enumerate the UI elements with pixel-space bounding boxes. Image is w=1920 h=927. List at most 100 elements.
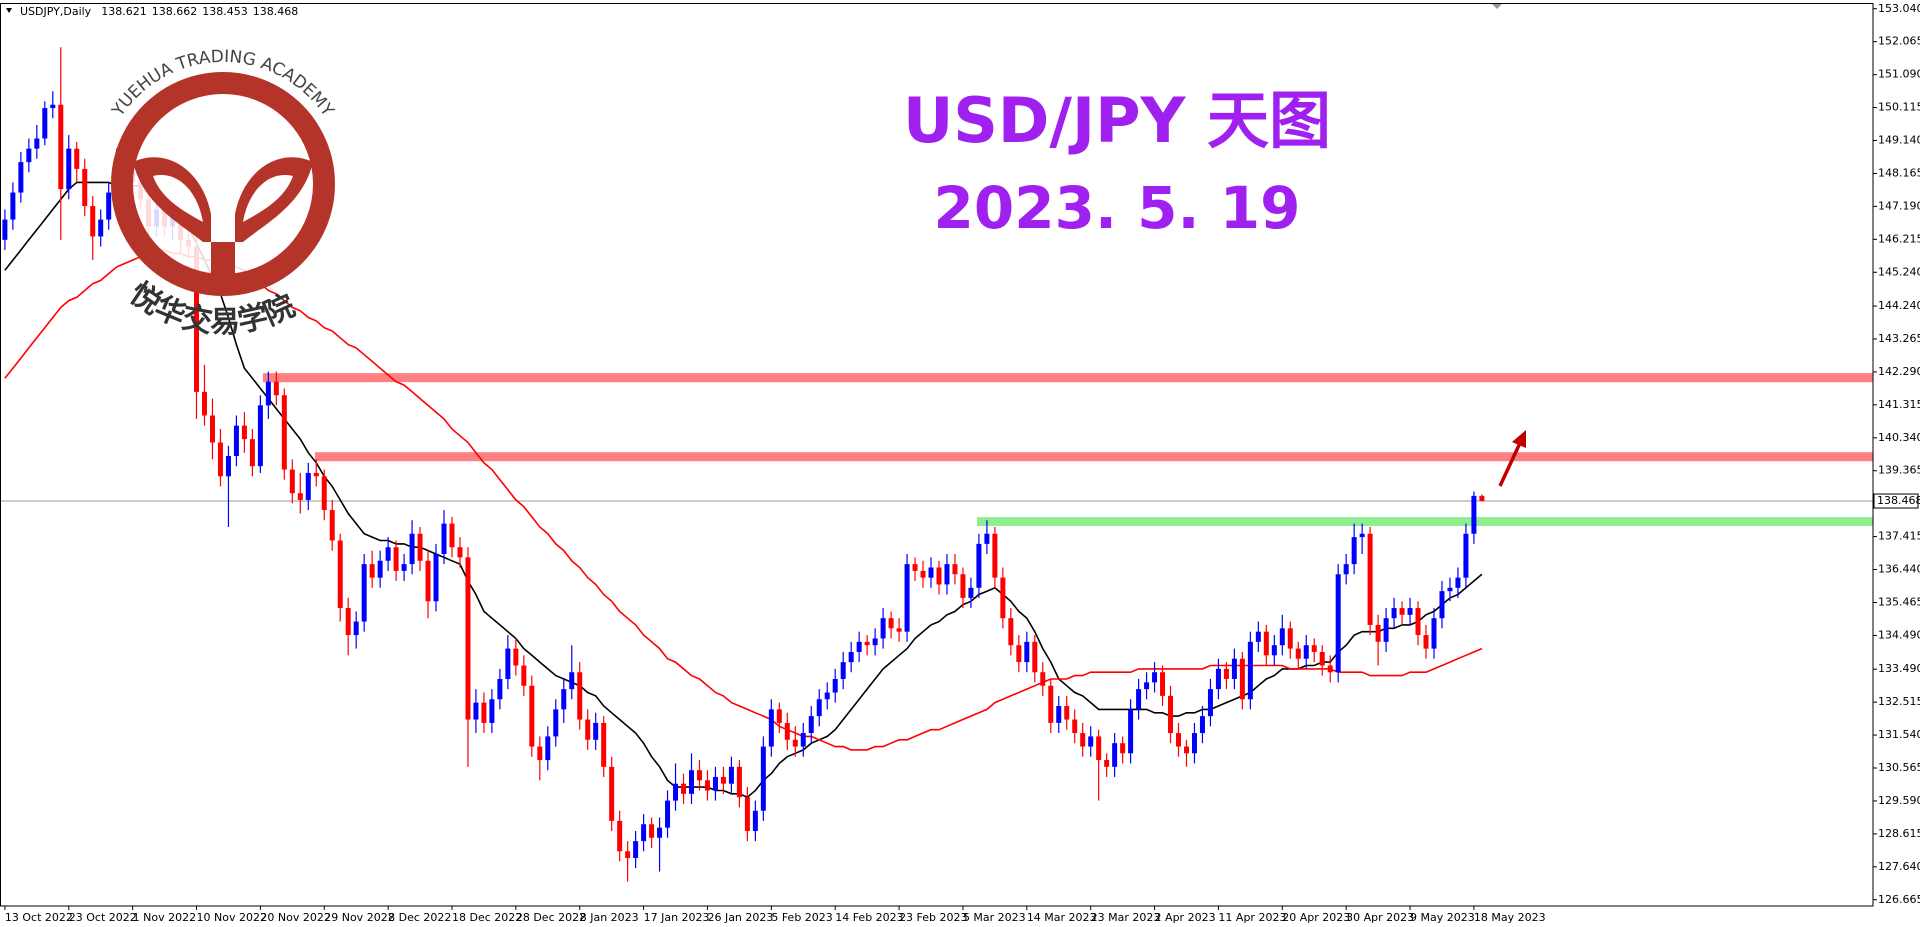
candle-body: [601, 722, 607, 767]
candle-body: [688, 770, 694, 794]
candle-body: [896, 628, 902, 632]
candle-body: [864, 641, 870, 646]
candle-body: [497, 678, 503, 700]
candle-body: [1183, 746, 1189, 754]
candle-body: [984, 533, 990, 544]
y-tick-label: 133.490: [1878, 662, 1920, 675]
candle-body: [1120, 743, 1126, 754]
candle-body: [1247, 641, 1253, 700]
y-tick-label: 135.465: [1878, 595, 1920, 608]
candle-body: [561, 689, 567, 710]
candle-body: [241, 425, 247, 440]
y-tick-label: 126.665: [1878, 893, 1920, 906]
candle-body: [281, 395, 287, 470]
candle-body: [1152, 672, 1158, 683]
candle-body: [960, 574, 966, 598]
y-tick-label: 153.040: [1878, 2, 1920, 15]
y-tick-label: 149.140: [1878, 134, 1920, 147]
y-tick-label: 137.415: [1878, 530, 1920, 543]
candle-body: [1056, 706, 1062, 723]
candle-body: [872, 638, 878, 646]
candle-body: [577, 672, 583, 720]
candle-body: [1311, 645, 1317, 652]
candle-body: [545, 736, 551, 761]
candle-body: [1207, 689, 1213, 717]
candle-body: [1080, 733, 1086, 747]
candle-body: [58, 104, 64, 190]
candle-body: [1104, 760, 1110, 767]
y-tick-label: 129.590: [1878, 794, 1920, 807]
candle-body: [449, 523, 455, 548]
x-tick-label: 2 Apr 2023: [1155, 911, 1216, 924]
candle-body: [194, 246, 200, 392]
header-triangle: [6, 8, 12, 13]
x-tick-label: 5 Feb 2023: [771, 911, 832, 924]
candle-body: [345, 608, 351, 636]
candle-body: [1255, 631, 1261, 642]
candle-body: [1024, 641, 1030, 663]
candle-body: [1271, 645, 1277, 656]
candle-body: [50, 104, 56, 109]
candle-body: [10, 192, 16, 220]
y-tick-label: 141.315: [1878, 398, 1920, 411]
x-tick-label: 20 Nov 2022: [260, 911, 330, 924]
candle-body: [569, 672, 575, 690]
candle-body: [1048, 685, 1054, 723]
candle-body: [90, 206, 96, 237]
candle-body: [1144, 682, 1150, 690]
candle-body: [505, 648, 511, 679]
candle-body: [657, 827, 663, 838]
chart-subtitle: 2023. 5. 19: [934, 174, 1301, 242]
y-tick-label: 152.065: [1878, 35, 1920, 48]
y-tick-label: 134.490: [1878, 628, 1920, 641]
candle-body: [1431, 618, 1437, 649]
candle-body: [1016, 645, 1022, 663]
candle-body: [1327, 665, 1333, 673]
x-tick-label: 8 Dec 2022: [388, 911, 451, 924]
candle-body: [74, 148, 80, 169]
moving-average: [4, 181, 1483, 799]
plot-frame: [0, 3, 1874, 907]
candle-body: [744, 797, 750, 832]
candle-body: [1223, 668, 1229, 679]
x-tick-label: 5 Mar 2023: [963, 911, 1026, 924]
price-label-box: [1873, 493, 1919, 509]
candle-body: [1367, 533, 1373, 625]
y-tick-label: 146.215: [1878, 232, 1920, 245]
candle-body: [696, 770, 702, 781]
candle-body: [1136, 689, 1142, 710]
candle-body: [1423, 635, 1429, 649]
candle-body: [1447, 587, 1453, 592]
candle-body: [1455, 577, 1461, 588]
y-tick-label: 127.640: [1878, 860, 1920, 873]
candle-body: [728, 766, 734, 784]
candle-body: [792, 739, 798, 747]
candle-body: [712, 776, 718, 791]
candle-body: [736, 766, 742, 798]
plot-area: [0, 47, 1873, 882]
candle-body: [1263, 631, 1269, 656]
candle-body: [98, 219, 104, 237]
candle-body: [369, 564, 375, 578]
candle-body: [1439, 591, 1445, 619]
candle-body: [1351, 537, 1357, 565]
candle-body: [928, 567, 934, 578]
candle-body: [209, 415, 215, 443]
candle-body: [856, 641, 862, 652]
candle-body: [249, 439, 255, 467]
candle-body: [425, 560, 431, 602]
logo-ring: [111, 72, 335, 296]
y-tick-label: 140.340: [1878, 431, 1920, 444]
y-tick-label: 130.565: [1878, 761, 1920, 774]
candle-body: [265, 381, 271, 406]
x-tick-label: 18 May 2023: [1474, 911, 1546, 924]
x-tick-label: 10 Nov 2022: [197, 911, 267, 924]
candle-body: [888, 618, 894, 629]
candle-body: [82, 168, 88, 207]
candle-body: [1399, 608, 1405, 615]
candle-body: [968, 587, 974, 598]
level-band: [315, 452, 1873, 462]
price-label: 138.468: [1877, 494, 1920, 507]
candle-body: [1415, 608, 1421, 636]
